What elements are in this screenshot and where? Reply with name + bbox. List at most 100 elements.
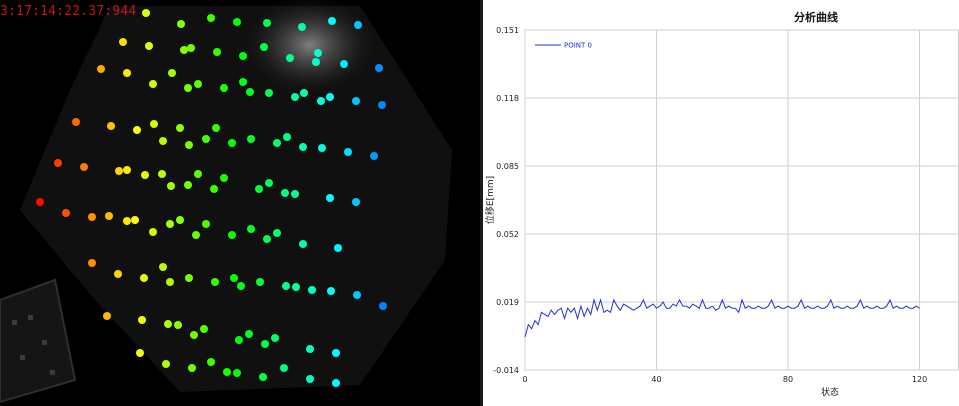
marker-dot	[255, 185, 263, 193]
marker-dot	[256, 278, 264, 286]
marker-dot	[62, 209, 70, 217]
marker-dot	[123, 166, 131, 174]
marker-dot	[281, 189, 289, 197]
marker-dot	[265, 179, 273, 187]
marker-dot	[140, 274, 148, 282]
marker-dot	[176, 124, 184, 132]
marker-dot	[286, 54, 294, 62]
marker-dot	[54, 159, 62, 167]
marker-dot	[328, 17, 336, 25]
y-axis-ticks: 0.151 0.118 0.085 0.052 0.019 -0.014	[493, 26, 519, 375]
marker-dot	[375, 64, 383, 72]
marker-dot	[141, 171, 149, 179]
marker-dot	[185, 274, 193, 282]
marker-dot	[213, 48, 221, 56]
marker-dot	[273, 139, 281, 147]
marker-dot	[246, 88, 254, 96]
marker-dot	[168, 69, 176, 77]
marker-dot	[259, 373, 267, 381]
camera-timestamp: 3:17:14:22.37:944	[0, 4, 137, 19]
x-axis-label: 状态	[821, 386, 839, 398]
chart-title: 分析曲线	[794, 10, 838, 24]
marker-dot	[239, 52, 247, 60]
marker-dot	[105, 212, 113, 220]
marker-dot	[283, 133, 291, 141]
marker-dot	[308, 286, 316, 294]
fixture-hole	[28, 315, 33, 320]
marker-dot	[210, 185, 218, 193]
marker-dot	[194, 80, 202, 88]
marker-dot	[260, 43, 268, 51]
y-tick-label: 0.118	[496, 94, 519, 103]
marker-dot	[158, 170, 166, 178]
marker-dot	[149, 228, 157, 236]
marker-dot	[263, 19, 271, 27]
marker-dot	[247, 135, 255, 143]
marker-dot	[291, 190, 299, 198]
marker-dot	[271, 334, 279, 342]
marker-dot	[332, 349, 340, 357]
marker-dot	[115, 167, 123, 175]
marker-dot	[119, 38, 127, 46]
marker-dot	[114, 270, 122, 278]
marker-dot	[261, 340, 269, 348]
marker-dot	[211, 278, 219, 286]
marker-dot	[273, 229, 281, 237]
fixture-hole	[50, 370, 55, 375]
marker-dot	[230, 274, 238, 282]
marker-dot	[237, 282, 245, 290]
y-tick-label: -0.014	[493, 366, 519, 375]
y-tick-label: 0.085	[496, 162, 519, 171]
marker-dot	[352, 97, 360, 105]
marker-dot	[207, 358, 215, 366]
marker-dot	[145, 42, 153, 50]
marker-dot	[291, 93, 299, 101]
marker-dot	[306, 375, 314, 383]
y-tick-label: 0.151	[496, 26, 519, 35]
legend: POINT 0	[535, 42, 592, 50]
marker-dot	[200, 325, 208, 333]
marker-dot	[235, 336, 243, 344]
marker-dot	[233, 18, 241, 26]
x-tick-label: 0	[522, 375, 527, 384]
legend-label: POINT 0	[564, 42, 592, 50]
marker-dot	[123, 217, 131, 225]
analysis-chart: 0.151 0.118 0.085 0.052 0.019 -0.014 0 40 80 120…	[484, 10, 959, 398]
marker-dot	[299, 143, 307, 151]
x-axis-ticks: 0 40 80 120	[522, 375, 927, 384]
marker-dot	[326, 194, 334, 202]
series-group	[524, 297, 920, 338]
marker-dot	[340, 60, 348, 68]
marker-dot	[318, 144, 326, 152]
marker-dot	[379, 302, 387, 310]
marker-dot	[150, 120, 158, 128]
marker-dot	[174, 321, 182, 329]
marker-dot	[202, 220, 210, 228]
marker-dot	[353, 291, 361, 299]
marker-dot	[192, 231, 200, 239]
chart-panel: 0.151 0.118 0.085 0.052 0.019 -0.014 0 40 80 120…	[483, 0, 959, 406]
marker-dot	[184, 84, 192, 92]
marker-dot	[136, 349, 144, 357]
marker-field	[0, 0, 452, 404]
marker-dot	[185, 141, 193, 149]
marker-dot	[352, 198, 360, 206]
camera-view: 3:17:14:22.37:944	[0, 0, 480, 406]
marker-dot	[142, 9, 150, 17]
marker-dot	[327, 287, 335, 295]
y-axis-label: 位移E[mm]	[484, 176, 496, 224]
fixture-hole	[20, 355, 25, 360]
marker-dots	[36, 9, 387, 387]
marker-dot	[167, 182, 175, 190]
marker-dot	[97, 65, 105, 73]
marker-dot	[228, 139, 236, 147]
marker-dot	[332, 379, 340, 387]
marker-dot	[202, 135, 210, 143]
marker-dot	[265, 89, 273, 97]
marker-dot	[298, 23, 306, 31]
marker-dot	[370, 152, 378, 160]
marker-dot	[107, 122, 115, 130]
plot-area	[524, 29, 959, 371]
marker-dot	[247, 225, 255, 233]
grid	[524, 29, 959, 371]
